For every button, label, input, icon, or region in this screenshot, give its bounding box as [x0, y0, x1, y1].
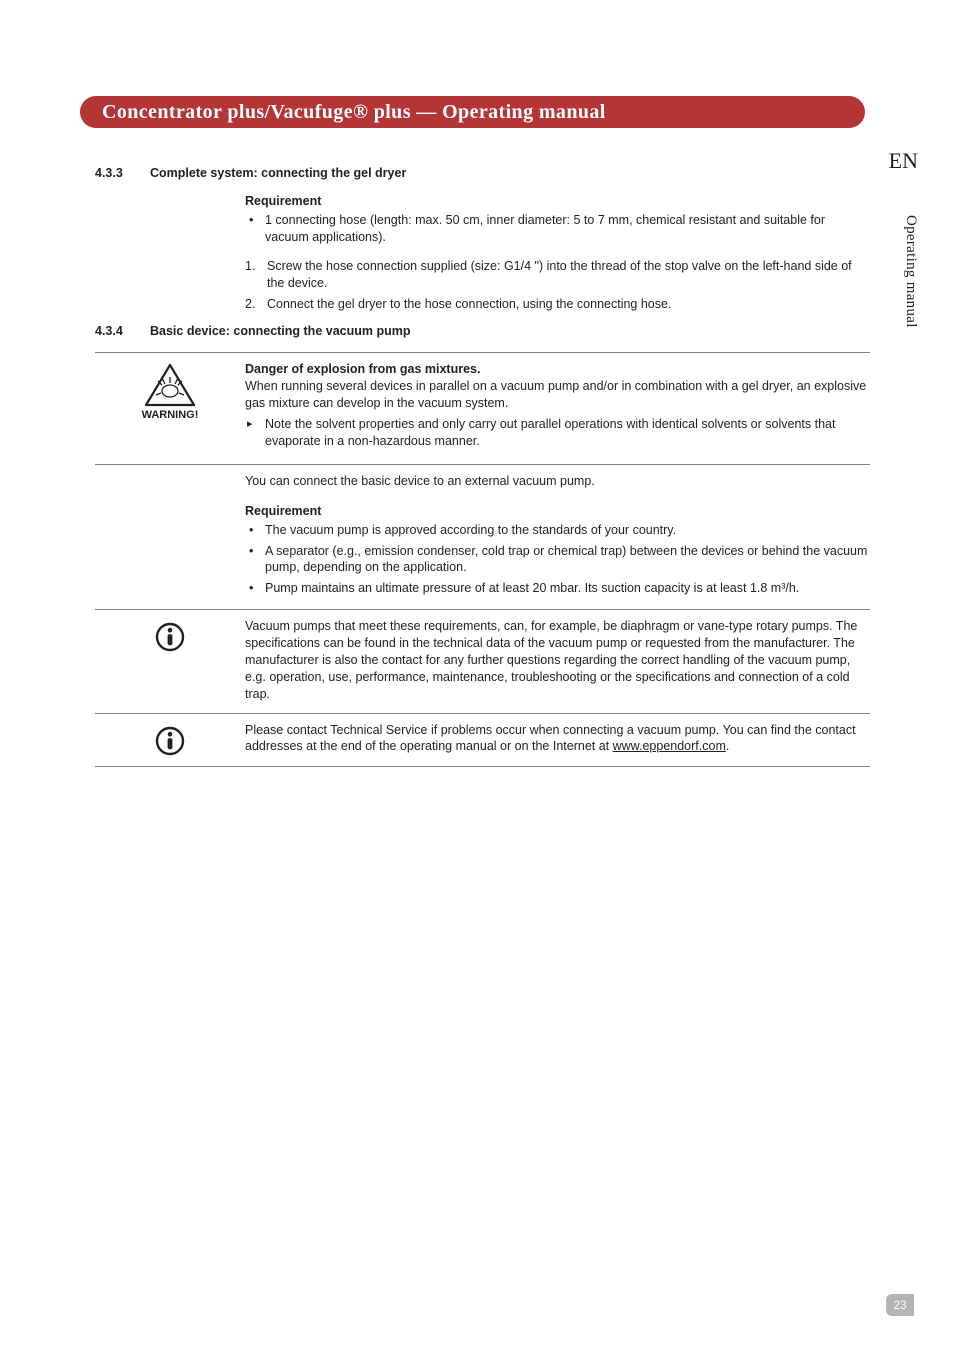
info-icon-block — [95, 722, 245, 756]
warning-caption: WARNING! — [142, 409, 199, 421]
list-item: 1.Screw the hose connection supplied (si… — [245, 258, 870, 292]
list-item: The vacuum pump is approved according to… — [245, 522, 870, 539]
warning-icon-block: WARNING! — [95, 361, 245, 453]
warning-triangle-icon — [144, 363, 196, 407]
list-item: A separator (e.g., emission condenser, c… — [245, 543, 870, 577]
list-item: 2.Connect the gel dryer to the hose conn… — [245, 296, 870, 313]
steps-list-433: 1.Screw the hose connection supplied (si… — [245, 258, 870, 313]
steps-block-433: 1.Screw the hose connection supplied (si… — [245, 258, 870, 313]
requirement-block-433: Requirement 1 connecting hose (length: m… — [245, 194, 870, 246]
page-content: 4.3.3 Complete system: connecting the ge… — [95, 166, 870, 767]
info-callout-2: Please contact Technical Service if prob… — [95, 714, 870, 767]
info-icon-block — [95, 618, 245, 702]
info-icon — [155, 622, 185, 652]
list-item: Note the solvent properties and only car… — [245, 416, 870, 450]
warning-text: When running several devices in parallel… — [245, 378, 870, 412]
info2-post: . — [726, 739, 729, 753]
list-item: Pump maintains an ultimate pressure of a… — [245, 580, 870, 597]
requirement-bullets-433: 1 connecting hose (length: max. 50 cm, i… — [245, 212, 870, 246]
info2-pre: Please contact Technical Service if prob… — [245, 723, 856, 754]
list-item: 1 connecting hose (length: max. 50 cm, i… — [245, 212, 870, 246]
after-warning-text: You can connect the basic device to an e… — [245, 465, 870, 490]
manual-header-bar: Concentrator plus/Vacufuge® plus — Opera… — [80, 96, 865, 128]
warning-points: Note the solvent properties and only car… — [245, 416, 870, 450]
info-body-2: Please contact Technical Service if prob… — [245, 722, 870, 756]
section-heading-433: 4.3.3 Complete system: connecting the ge… — [95, 166, 870, 180]
language-tag: EN — [889, 148, 918, 174]
requirement-label: Requirement — [245, 504, 870, 518]
warning-body: Danger of explosion from gas mixtures. W… — [245, 361, 870, 453]
warning-lead: Danger of explosion from gas mixtures. — [245, 361, 870, 378]
section-heading-434: 4.3.4 Basic device: connecting the vacuu… — [95, 324, 870, 338]
info-icon — [155, 726, 185, 756]
info-body-1: Vacuum pumps that meet these requirement… — [245, 618, 870, 702]
requirement-label: Requirement — [245, 194, 870, 208]
requirement-bullets-434: The vacuum pump is approved according to… — [245, 522, 870, 598]
section-title: Complete system: connecting the gel drye… — [150, 166, 406, 180]
section-num: 4.3.4 — [95, 324, 150, 338]
page-number: 23 — [886, 1294, 914, 1316]
section-title: Basic device: connecting the vacuum pump — [150, 324, 410, 338]
manual-header-title: Concentrator plus/Vacufuge® plus — Opera… — [102, 101, 606, 124]
info2-link[interactable]: www.eppendorf.com — [613, 739, 726, 753]
info-callout-1: Vacuum pumps that meet these requirement… — [95, 609, 870, 713]
side-section-label: Operating manual — [902, 215, 919, 328]
warning-callout: WARNING! Danger of explosion from gas mi… — [95, 352, 870, 464]
requirement-block-434: Requirement The vacuum pump is approved … — [245, 504, 870, 598]
section-num: 4.3.3 — [95, 166, 150, 180]
